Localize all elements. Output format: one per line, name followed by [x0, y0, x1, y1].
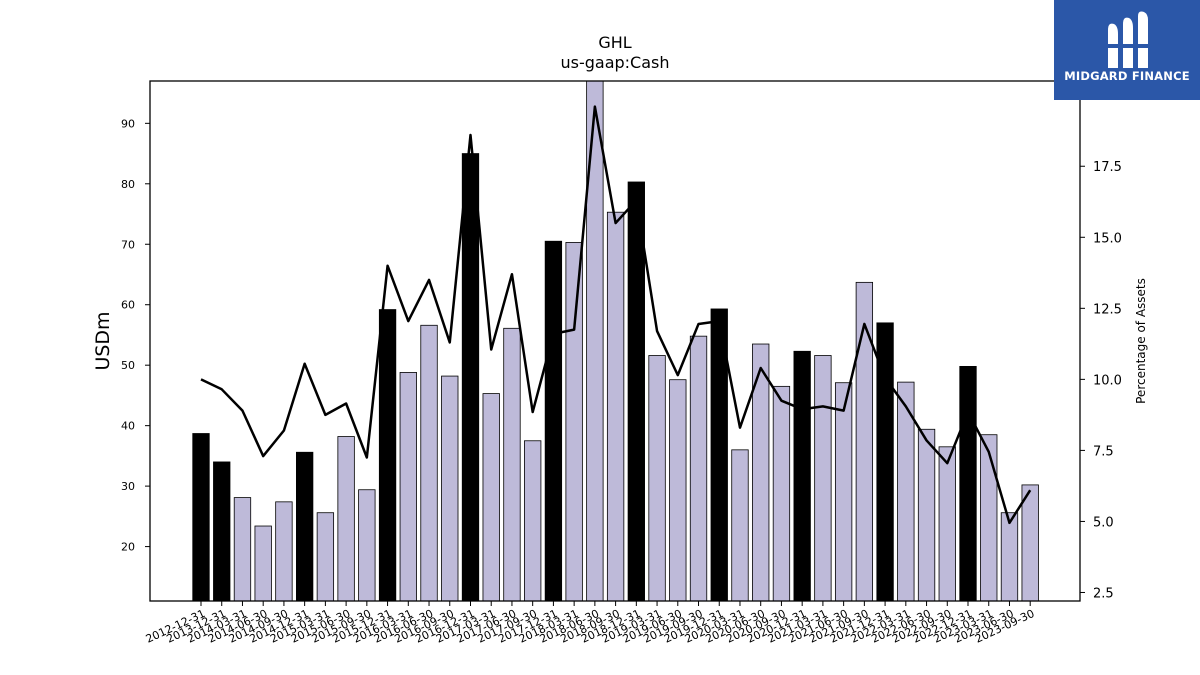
plot-frame	[149, 80, 1081, 602]
percentage-line	[200, 105, 1032, 525]
bar-2016-06-30	[420, 324, 438, 601]
y2-tick-label: 10.0	[1093, 373, 1122, 388]
bar-2015-09-30	[358, 489, 376, 601]
y-tick-label: 30	[121, 480, 135, 493]
bar-2019-03-31	[648, 355, 666, 601]
y-tick-label: 80	[121, 178, 135, 191]
y-tick-label: 50	[121, 359, 135, 372]
bar-2016-03-31	[399, 372, 417, 601]
y-tick-label: 90	[121, 117, 135, 130]
y2-tick-label: 15.0	[1093, 231, 1122, 246]
bar-2021-03-31	[814, 355, 832, 601]
bar-2023-09-30	[1021, 484, 1039, 601]
bar-2014-09-30	[275, 501, 293, 601]
bar-2021-12-31	[876, 322, 894, 601]
bar-2017-12-31	[544, 240, 563, 601]
bar-2019-09-30	[689, 335, 708, 601]
y-tick-label: 60	[121, 299, 135, 312]
bar-2022-06-30	[917, 428, 936, 601]
y2-axis-label: Percentage of Assets	[1134, 278, 1148, 404]
y2-tick-label: 17.5	[1093, 160, 1122, 175]
bar-series	[192, 81, 1039, 601]
midgard-finance-logo: MIDGARD FINANCE	[1054, 0, 1200, 100]
bar-2020-12-31	[793, 350, 811, 601]
bar-2021-09-30	[855, 281, 874, 601]
bar-2012-12-31	[192, 433, 210, 601]
bar-2017-03-31	[482, 393, 500, 601]
bar-2014-06-30	[254, 525, 272, 601]
y-axis-label: USDm	[92, 311, 114, 370]
bar-2019-06-30	[669, 379, 687, 601]
chart-subtitle: us-gaap:Cash	[560, 53, 669, 72]
bar-2017-09-30	[524, 440, 542, 601]
bar-2015-12-31	[378, 309, 397, 601]
bar-2014-12-31	[295, 451, 314, 601]
bar-2013-12-31	[213, 461, 231, 601]
bar-2022-12-31	[959, 365, 977, 601]
logo-text: MIDGARD FINANCE	[1064, 69, 1190, 83]
bar-2022-09-30	[938, 446, 956, 601]
bar-2020-03-31	[731, 449, 749, 601]
bar-2016-12-31	[461, 153, 480, 601]
bar-2021-06-30	[834, 382, 853, 601]
bar-2020-09-30	[772, 385, 791, 601]
y-tick-label: 40	[121, 420, 135, 433]
y2-tick-label: 2.5	[1093, 586, 1114, 601]
bar-2015-03-31	[316, 512, 335, 601]
bar-2020-06-30	[752, 343, 770, 601]
bar-2014-03-31	[233, 497, 252, 601]
bar-2022-03-31	[897, 381, 915, 601]
y2-tick-label: 5.0	[1093, 515, 1114, 530]
y2-tick-label: 7.5	[1093, 444, 1114, 459]
y-tick-label: 20	[121, 541, 135, 554]
y-tick-label: 70	[121, 238, 135, 251]
bar-2015-06-30	[337, 436, 355, 601]
chart-title: GHL	[598, 33, 631, 52]
bar-2018-12-31	[627, 181, 645, 601]
y2-tick-label: 12.5	[1093, 302, 1122, 317]
logo-mark-icon	[1106, 11, 1150, 68]
bar-2018-06-30	[586, 81, 604, 601]
bar-2019-12-31	[710, 308, 728, 601]
bar-2023-06-30	[1000, 512, 1019, 601]
bar-2017-06-30	[503, 327, 521, 601]
bar-2016-09-30	[441, 375, 459, 601]
bar-2023-03-31	[980, 434, 998, 601]
bar-2018-09-30	[606, 211, 625, 601]
bar-2018-03-31	[565, 242, 583, 601]
